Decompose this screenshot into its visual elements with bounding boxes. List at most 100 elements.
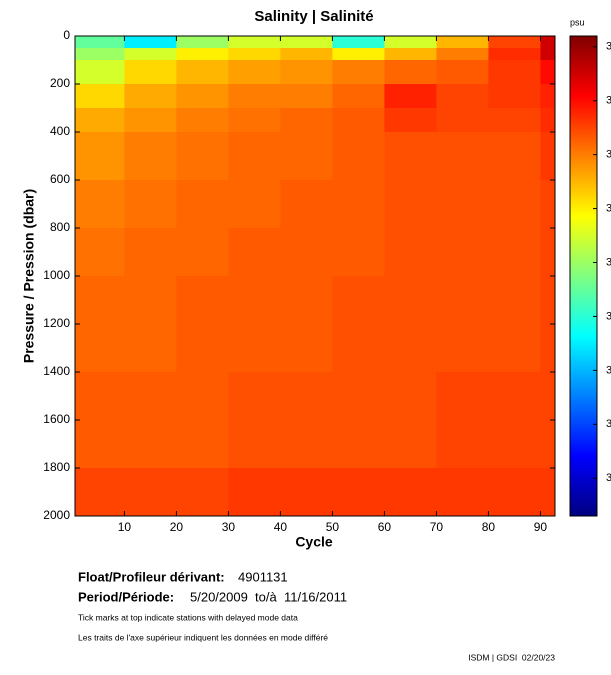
- heat-cell: [124, 108, 177, 133]
- heat-cell: [488, 108, 541, 133]
- heat-cell: [124, 372, 177, 469]
- colorbar-tick-label: 35.1: [606, 41, 611, 53]
- float-label: Float/Profileur dérivant:: [78, 569, 225, 584]
- heat-cell: [75, 108, 125, 133]
- heat-cell: [124, 276, 177, 373]
- heat-cell: [488, 48, 541, 61]
- heat-cell: [332, 48, 385, 61]
- heat-cell: [384, 180, 437, 229]
- heat-cell: [75, 48, 125, 61]
- x-tick-label: 90: [534, 520, 548, 534]
- heat-cell: [540, 36, 556, 49]
- heat-cell: [280, 228, 333, 277]
- x-tick-label: 40: [274, 520, 288, 534]
- note-fr: Les traits de l'axe supérieur indiquent …: [78, 632, 328, 642]
- colorbar-tick-label: 34.7: [606, 256, 611, 268]
- y-tick-label: 1400: [43, 364, 70, 378]
- heat-cell: [176, 180, 229, 229]
- heat-cell: [332, 108, 385, 133]
- heat-cell: [228, 372, 281, 469]
- x-tick-label: 30: [222, 520, 236, 534]
- heat-cell: [228, 108, 281, 133]
- chart-title: Salinity | Salinité: [254, 8, 373, 25]
- heat-cell: [176, 36, 229, 49]
- heat-cell: [384, 372, 437, 469]
- y-tick-label: 600: [50, 172, 70, 186]
- y-tick-label: 2000: [43, 508, 70, 522]
- heat-cell: [176, 48, 229, 61]
- heat-cell: [176, 228, 229, 277]
- heat-cell: [488, 36, 541, 49]
- heat-cell: [124, 468, 177, 517]
- y-tick-label: 800: [50, 220, 70, 234]
- heat-cell: [124, 84, 177, 109]
- heat-cell: [436, 372, 489, 469]
- heat-cell: [124, 180, 177, 229]
- heat-cell: [332, 180, 385, 229]
- heat-cell: [228, 276, 281, 373]
- heat-cell: [280, 84, 333, 109]
- heat-cell: [228, 228, 281, 277]
- heat-cell: [384, 84, 437, 109]
- heat-cell: [332, 276, 385, 373]
- heat-cell: [488, 468, 541, 517]
- heat-cell: [488, 132, 541, 181]
- heat-cell: [124, 132, 177, 181]
- heat-cell: [436, 180, 489, 229]
- y-tick-label: 1800: [43, 460, 70, 474]
- heat-cell: [384, 36, 437, 49]
- heat-cell: [124, 60, 177, 85]
- note-en: Tick marks at top indicate stations with…: [78, 612, 298, 622]
- heat-cell: [488, 84, 541, 109]
- heat-cell: [540, 60, 556, 85]
- heat-cell: [436, 60, 489, 85]
- y-axis-label: Pressure / Pression (dbar): [21, 189, 37, 363]
- heat-cell: [228, 36, 281, 49]
- heat-cell: [436, 84, 489, 109]
- heat-cell: [228, 60, 281, 85]
- heat-cell: [384, 108, 437, 133]
- y-tick-label: 1000: [43, 268, 70, 282]
- heat-cell: [488, 372, 541, 469]
- y-tick-label: 1600: [43, 412, 70, 426]
- heat-cell: [540, 180, 556, 229]
- heat-cell: [384, 48, 437, 61]
- heat-cell: [280, 36, 333, 49]
- heat-cell: [384, 132, 437, 181]
- heat-cell: [75, 132, 125, 181]
- heat-cell: [436, 36, 489, 49]
- heat-cell: [540, 276, 556, 373]
- heat-cell: [384, 468, 437, 517]
- heat-cell: [176, 276, 229, 373]
- heat-cell: [75, 84, 125, 109]
- heat-cell: [280, 132, 333, 181]
- heat-cell: [488, 180, 541, 229]
- heat-cell: [228, 84, 281, 109]
- heat-cell: [176, 60, 229, 85]
- heat-cell: [75, 372, 125, 469]
- colorbar: [569, 35, 598, 517]
- heat-cell: [384, 228, 437, 277]
- heat-cell: [280, 180, 333, 229]
- x-tick-label: 50: [326, 520, 340, 534]
- heat-cell: [436, 228, 489, 277]
- heat-cell: [488, 276, 541, 373]
- heat-cell: [332, 60, 385, 85]
- heat-cell: [75, 60, 125, 85]
- period-label: Period/Période:: [78, 589, 174, 604]
- y-tick-label: 0: [63, 28, 70, 42]
- heat-cell: [332, 84, 385, 109]
- heat-cell: [228, 468, 281, 517]
- heat-cell: [332, 36, 385, 49]
- colorbar-tick-label: 34.9: [606, 149, 611, 161]
- heat-cell: [332, 468, 385, 517]
- heat-cell: [75, 276, 125, 373]
- heat-cell: [540, 108, 556, 133]
- heat-cell: [176, 468, 229, 517]
- colorbar-unit: psu: [570, 17, 585, 27]
- colorbar-tick-label: 34.3: [606, 472, 611, 484]
- heat-cell: [540, 132, 556, 181]
- heat-cell: [176, 132, 229, 181]
- float-id: 4901131: [238, 569, 288, 584]
- y-tick-label: 1200: [43, 316, 70, 330]
